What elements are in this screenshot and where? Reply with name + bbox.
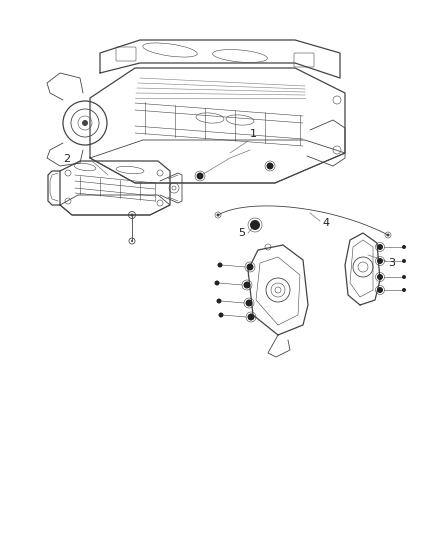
Text: 3: 3 xyxy=(388,258,395,268)
Circle shape xyxy=(402,259,406,263)
Circle shape xyxy=(402,288,406,292)
Circle shape xyxy=(246,300,252,306)
Circle shape xyxy=(266,163,273,169)
Circle shape xyxy=(219,312,223,318)
Circle shape xyxy=(250,220,260,230)
Circle shape xyxy=(377,258,383,264)
Circle shape xyxy=(131,214,134,216)
Circle shape xyxy=(218,262,223,268)
Circle shape xyxy=(386,233,389,237)
Circle shape xyxy=(197,173,204,180)
Circle shape xyxy=(377,287,383,293)
Circle shape xyxy=(247,263,254,271)
Text: 2: 2 xyxy=(63,154,70,164)
Circle shape xyxy=(216,298,222,303)
Circle shape xyxy=(377,244,383,250)
Circle shape xyxy=(131,240,133,242)
Text: 4: 4 xyxy=(322,218,329,228)
Circle shape xyxy=(247,313,254,320)
Circle shape xyxy=(402,275,406,279)
Circle shape xyxy=(377,274,383,280)
Circle shape xyxy=(216,214,219,216)
Circle shape xyxy=(244,281,251,288)
Circle shape xyxy=(215,280,219,286)
Text: 1: 1 xyxy=(250,129,257,139)
Circle shape xyxy=(402,245,406,249)
Circle shape xyxy=(82,120,88,126)
Text: 5: 5 xyxy=(239,228,246,238)
